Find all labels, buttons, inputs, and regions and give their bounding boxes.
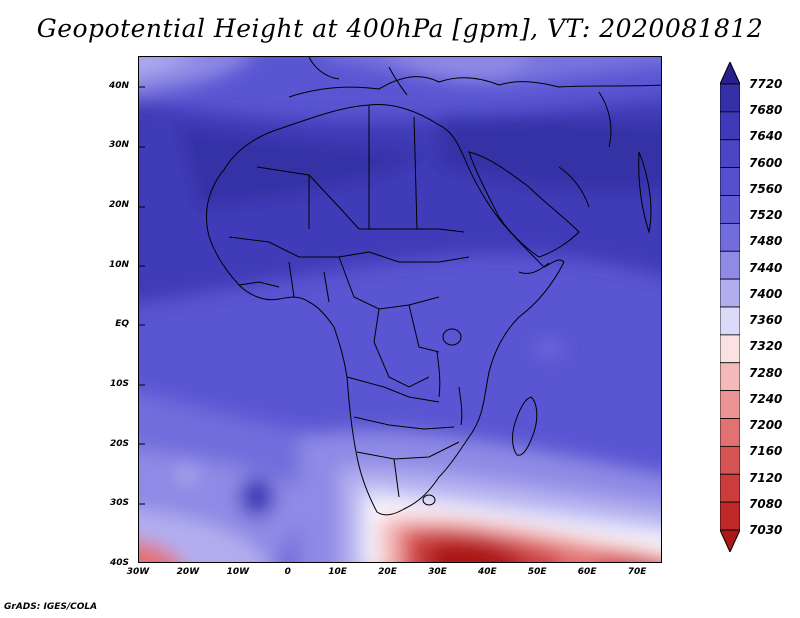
colorbar-label: 7320 <box>749 339 783 354</box>
lon-tick-label: 50E <box>527 567 547 577</box>
footer-credit: GrADS: IGES/COLA <box>4 602 98 612</box>
lat-tick-label: EQ <box>115 319 129 330</box>
coastlines <box>206 57 661 516</box>
colorbar-label: 7680 <box>749 103 783 118</box>
colorbar-label: 7640 <box>749 129 783 144</box>
colorbar-segment <box>720 362 740 392</box>
colorbar-segment <box>720 501 740 531</box>
colorbar-label: 7030 <box>749 523 783 537</box>
colorbar-segment <box>720 167 740 196</box>
colorbar-label: 7280 <box>749 365 783 380</box>
colorbar-segment <box>720 390 740 419</box>
lon-tick-label: 20W <box>176 567 200 577</box>
lon-tick-label: 20E <box>378 567 397 577</box>
lat-tick-label: 40S <box>109 558 129 568</box>
lon-tick-label: 40E <box>477 567 497 577</box>
map-panel <box>138 56 662 563</box>
lat-tick-label: 30S <box>109 498 129 509</box>
colorbar-label: 7480 <box>749 234 783 249</box>
lon-tick-label: 0 <box>284 567 291 577</box>
colorbar-segment <box>720 222 740 252</box>
lon-tick-label: 60E <box>577 567 597 577</box>
lat-tick-label: 20S <box>109 438 129 449</box>
colorbar-segment <box>720 445 740 475</box>
colorbar-label: 7520 <box>749 208 783 223</box>
colorbar-label: 7200 <box>749 418 783 433</box>
colorbar-segment <box>720 418 740 447</box>
lon-tick-label: 70E <box>627 567 647 577</box>
colorbar-label: 7600 <box>749 155 783 170</box>
colorbar <box>720 62 740 552</box>
colorbar-label: 7720 <box>749 77 783 91</box>
colorbar-top-arrow <box>720 62 740 85</box>
map-title: Geopotential Height at 400hPa [gpm], VT:… <box>36 14 764 43</box>
lat-tick-label: 20N <box>108 200 129 211</box>
colorbar-label: 7120 <box>749 470 783 485</box>
colorbar-segment <box>720 139 740 169</box>
colorbar-segment <box>720 111 740 141</box>
colorbar-label: 7560 <box>749 181 783 196</box>
lon-tick-label: 30E <box>428 567 447 577</box>
colorbar-segment <box>720 195 740 224</box>
colorbar-label: 7080 <box>749 496 783 511</box>
lon-tick-label: 30W <box>126 567 150 577</box>
colorbar-segment <box>720 83 740 113</box>
colorbar-segment <box>720 334 740 364</box>
lat-tick-label: 10N <box>108 259 129 270</box>
map-ticks <box>139 86 145 505</box>
colorbar-bottom-arrow <box>720 529 740 552</box>
colorbar-label: 7400 <box>749 286 783 301</box>
lon-tick-label: 10E <box>328 567 347 577</box>
lat-tick-label: 30N <box>108 140 129 151</box>
map-canvas <box>139 57 661 562</box>
lat-tick-label: 40N <box>108 80 129 91</box>
colorbar-label: 7240 <box>749 391 783 406</box>
colorbar-segment <box>720 278 740 308</box>
colorbar-segment <box>720 473 740 503</box>
colorbar-segment <box>720 250 740 280</box>
lon-tick-label: 10W <box>226 567 250 577</box>
colorbar-segment <box>720 306 740 336</box>
lat-tick-label: 10S <box>109 379 129 390</box>
colorbar-label: 7160 <box>749 444 783 459</box>
colorbar-label: 7360 <box>749 313 783 328</box>
colorbar-label: 7440 <box>749 260 783 275</box>
